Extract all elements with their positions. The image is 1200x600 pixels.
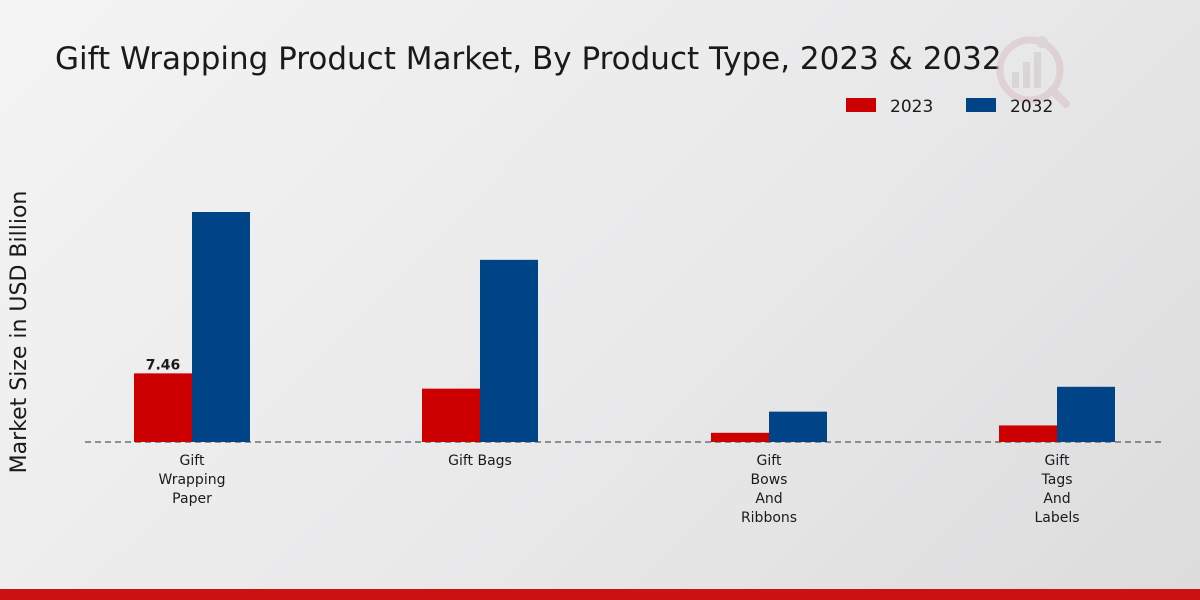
x-tick-label: Gift Tags And Labels xyxy=(1034,453,1079,526)
x-tick-label: Gift Wrapping Paper xyxy=(159,453,226,507)
legend-label-2023: 2023 xyxy=(890,97,933,117)
x-tick-label: Gift Bags xyxy=(448,453,512,469)
bar-2032-1 xyxy=(480,259,538,442)
bar-2032-0 xyxy=(192,212,250,442)
bar-2023-1 xyxy=(422,388,480,442)
bar-2023-0 xyxy=(134,373,192,442)
x-tick-labels: Gift Wrapping Paper Gift Bags Gift Bows And Rib… xyxy=(159,453,1080,526)
bar-2023-2 xyxy=(711,432,769,442)
y-axis-label: Market Size in USD Billion xyxy=(7,191,32,474)
legend-swatch-2023 xyxy=(846,98,876,112)
x-tick-label: Gift Bows And Ribbons xyxy=(741,453,797,526)
logo-icon xyxy=(996,36,1070,108)
bar-2032-3 xyxy=(1057,386,1115,442)
legend-swatch-2032 xyxy=(966,98,996,112)
bar-2023-3 xyxy=(999,425,1057,442)
bottom-accent-bar xyxy=(0,589,1200,600)
bars xyxy=(134,212,1115,442)
bar-2032-2 xyxy=(769,411,827,442)
legend: 2023 2032 xyxy=(846,97,1053,117)
legend-label-2032: 2032 xyxy=(1010,97,1053,117)
chart-title: Gift Wrapping Product Market, By Product… xyxy=(55,41,1002,77)
data-label: 7.46 xyxy=(146,357,181,373)
data-labels: 7.46 xyxy=(146,357,181,373)
